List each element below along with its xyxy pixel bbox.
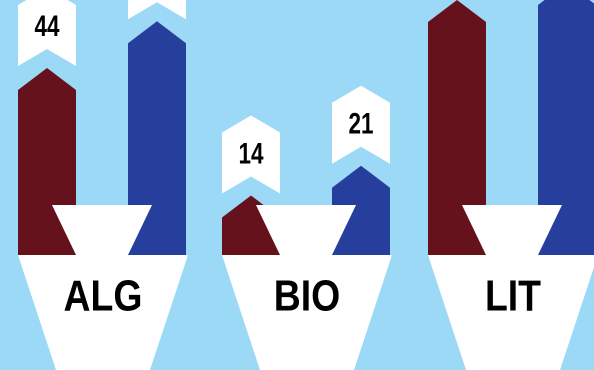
category-funnel — [222, 205, 392, 370]
value-tag — [128, 0, 186, 20]
category-label: LIT — [485, 271, 541, 321]
value-label: 21 — [348, 107, 373, 141]
bar — [332, 165, 390, 255]
value-tag — [222, 115, 280, 194]
value-tag — [332, 85, 390, 164]
category-funnel — [428, 205, 594, 370]
category-label: ALG — [64, 271, 143, 321]
category-funnel — [18, 205, 188, 370]
value-label: 14 — [238, 136, 263, 170]
category-label: BIO — [274, 271, 340, 321]
value-tag — [18, 0, 76, 66]
bar — [538, 0, 594, 255]
bar — [128, 21, 186, 255]
value-label: 44 — [34, 9, 59, 43]
bar — [428, 0, 486, 255]
